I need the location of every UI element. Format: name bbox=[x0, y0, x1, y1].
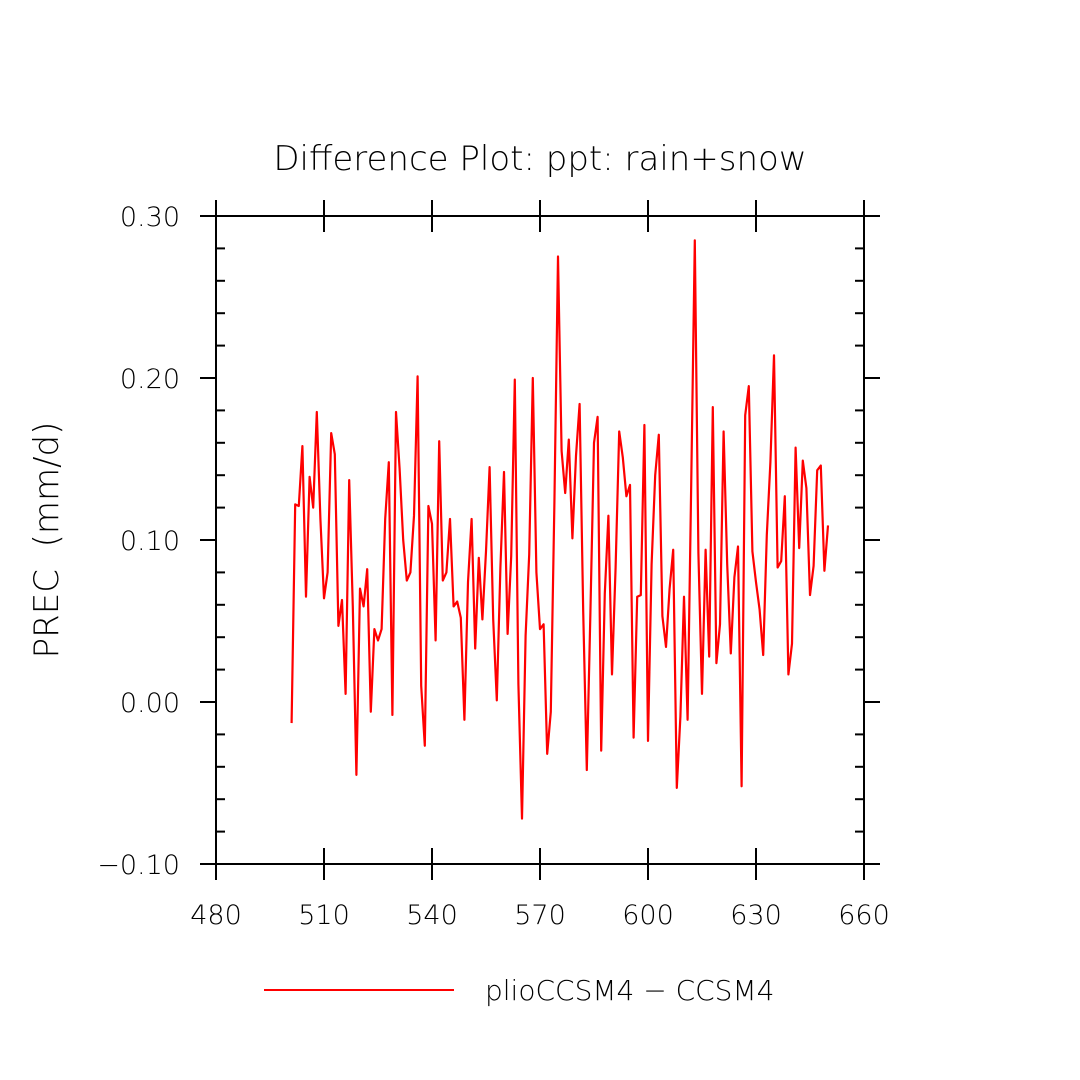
x-tick-labels: 480 510 540 570 600 630 660 bbox=[190, 900, 890, 931]
y-tick-label: 0.10 bbox=[120, 526, 180, 557]
legend: plioCCSM4 − CCSM4 bbox=[264, 974, 774, 1007]
y-axis-label: PREC (mm/d) bbox=[27, 422, 67, 659]
x-tick-label: 540 bbox=[406, 900, 458, 931]
y-tick-label: 0.00 bbox=[120, 688, 180, 719]
legend-label: plioCCSM4 − CCSM4 bbox=[485, 974, 774, 1007]
x-tick-label: 660 bbox=[838, 900, 890, 931]
x-tick-label: 600 bbox=[622, 900, 674, 931]
y-tick-label: −0.10 bbox=[97, 850, 180, 881]
y-tick-label: 0.20 bbox=[120, 364, 180, 395]
chart-title: Difference Plot: ppt: rain+snow bbox=[273, 139, 806, 179]
series-line-plioCCSM4-minus-CCSM4 bbox=[290, 239, 830, 820]
y-tick-labels: −0.10 0.00 0.10 0.20 0.30 bbox=[97, 202, 180, 881]
x-tick-label: 480 bbox=[190, 900, 242, 931]
ticks-layer bbox=[200, 200, 880, 880]
x-tick-label: 510 bbox=[298, 900, 350, 931]
y-tick-label: 0.30 bbox=[120, 202, 180, 233]
x-tick-label: 630 bbox=[730, 900, 782, 931]
x-tick-label: 570 bbox=[514, 900, 566, 931]
